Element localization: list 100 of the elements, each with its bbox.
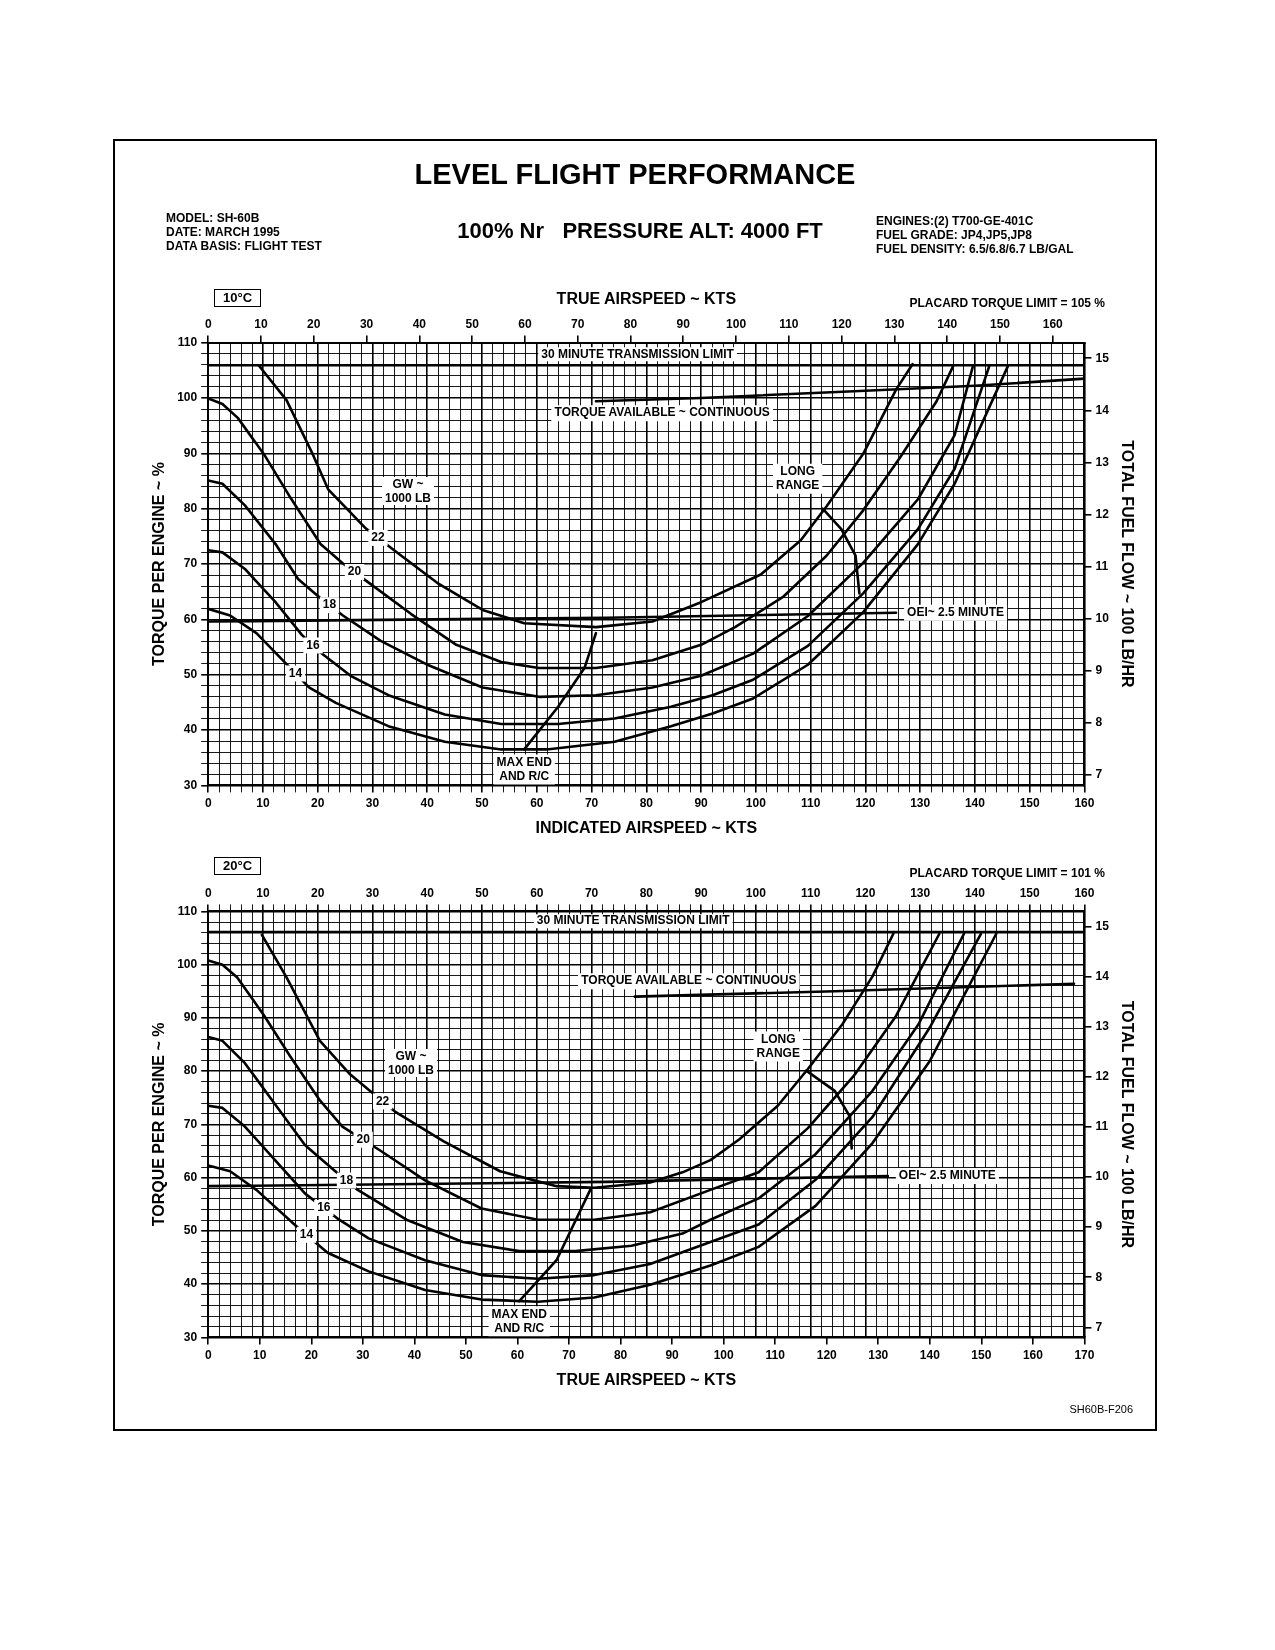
series-label: 18 (339, 1172, 354, 1187)
x2-tick-label: 90 (694, 885, 709, 900)
x-tick-label: 160 (1074, 795, 1095, 810)
x2-tick-label: 110 (800, 885, 821, 900)
x2-tick-label: 150 (1019, 885, 1041, 900)
y2-tick-label: 8 (1095, 1269, 1103, 1284)
x2-tick-label: 120 (855, 885, 876, 900)
x2-tick-label: 20 (307, 316, 321, 331)
y-tick-label: 70 (183, 1116, 198, 1131)
y-axis-title: TORQUE PER ENGINE ~ % (150, 1022, 168, 1227)
x2-tick-label: 20 (311, 885, 325, 900)
y2-tick-label: 7 (1095, 1319, 1103, 1334)
x-tick-label: 60 (530, 795, 544, 810)
text: SH60B-F206 (1069, 1402, 1133, 1416)
x2-tick-label: 160 (1042, 316, 1064, 331)
y2-tick-label: 12 (1095, 1069, 1110, 1084)
y-tick-label: 60 (183, 611, 198, 626)
series-label: LONG RANGE (756, 1031, 800, 1060)
x2-tick-label: 0 (204, 885, 212, 900)
chart-title: LEVEL FLIGHT PERFORMANCE (413, 158, 857, 191)
x2-tick-label: 150 (989, 316, 1011, 331)
x2-tick-label: 80 (639, 885, 654, 900)
series-label: 22 (371, 530, 385, 545)
x2-tick-label: 90 (676, 316, 691, 331)
x2-tick-label: 30 (365, 885, 380, 900)
x2-tick-label: 40 (420, 885, 435, 900)
x-tick-label: 110 (800, 795, 821, 810)
x-tick-label: 20 (304, 1347, 319, 1362)
x2-tick-label: 60 (530, 885, 544, 900)
x-tick-label: 100 (713, 1347, 734, 1362)
series-label: 20 (347, 564, 362, 579)
x-tick-label: 30 (365, 795, 380, 810)
x-tick-label: 70 (562, 1347, 577, 1362)
y-tick-label: 70 (183, 556, 198, 571)
x-axis-title: TRUE AIRSPEED ~ KTS (556, 1370, 737, 1388)
chart-subtitle: 100% Nr PRESSURE ALT: 4000 FT (456, 218, 824, 244)
x-tick-label: 170 (1074, 1347, 1095, 1362)
x2-tick-label: 60 (518, 316, 532, 331)
x-tick-label: 160 (1022, 1347, 1044, 1362)
y2-tick-label: 8 (1095, 715, 1103, 730)
y-tick-label: 80 (183, 500, 198, 515)
y-tick-label: 30 (183, 1329, 198, 1344)
series-label: MAX END AND R/C (496, 754, 553, 783)
y-tick-label: 50 (183, 1223, 198, 1238)
x2-tick-label: 140 (964, 885, 986, 900)
y2-tick-label: 13 (1095, 454, 1110, 469)
x-tick-label: 150 (971, 1347, 992, 1362)
y2-axis-title: TOTAL FUEL FLOW ~ 100 LB/HR (1118, 440, 1136, 689)
x2-tick-label: 40 (412, 316, 427, 331)
y-tick-label: 30 (183, 777, 198, 792)
y-tick-label: 50 (183, 667, 198, 682)
x-tick-label: 120 (855, 795, 876, 810)
series-label: 16 (317, 1200, 331, 1215)
y-tick-label: 80 (183, 1063, 198, 1078)
text: DATE: MARCH 1995 (166, 225, 280, 239)
x2-tick-label: 0 (204, 316, 212, 331)
x-axis-title: INDICATED AIRSPEED ~ KTS (535, 818, 758, 836)
ref-line-label: 30 MINUTE TRANSMISSION LIMIT (536, 913, 731, 928)
x-tick-label: 100 (745, 795, 767, 810)
x-tick-label: 0 (204, 1347, 212, 1362)
x-tick-label: 50 (475, 795, 490, 810)
y2-tick-label: 9 (1095, 663, 1103, 678)
series-label: MAX END AND R/C (491, 1306, 548, 1335)
y2-tick-label: 10 (1095, 611, 1110, 626)
x-tick-label: 90 (694, 795, 709, 810)
annotation: GW ~ 1000 LB (381, 477, 435, 505)
annotation: GW ~ 1000 LB (384, 1049, 438, 1077)
x-tick-label: 80 (613, 1347, 628, 1362)
x2-tick-label: 110 (779, 316, 799, 331)
series-label: TORQUE AVAILABLE ~ CONTINUOUS (581, 973, 797, 988)
x-tick-label: 140 (919, 1347, 941, 1362)
y-tick-label: 100 (177, 956, 198, 971)
text: DATA BASIS: FLIGHT TEST (166, 239, 322, 253)
x-tick-label: 130 (910, 795, 931, 810)
text: PLACARD TORQUE LIMIT = 105 % (909, 296, 1105, 310)
series-label: 14 (288, 665, 303, 680)
y-axis-title: TORQUE PER ENGINE ~ % (150, 462, 168, 666)
x-tick-label: 130 (868, 1347, 889, 1362)
x2-tick-label: 50 (475, 885, 490, 900)
text: MODEL: SH-60B (166, 211, 260, 225)
x-tick-label: 140 (964, 795, 986, 810)
x-tick-label: 120 (816, 1347, 838, 1362)
text: ENGINES:(2) T700-GE-401C (876, 214, 1034, 228)
x-tick-label: 80 (639, 795, 654, 810)
text: 10°C (214, 289, 262, 307)
y2-axis-title: TOTAL FUEL FLOW ~ 100 LB/HR (1118, 1000, 1136, 1249)
x-tick-label: 10 (253, 1347, 267, 1362)
y2-tick-label: 11 (1095, 558, 1109, 573)
series-label: TORQUE AVAILABLE ~ CONTINUOUS (554, 405, 770, 420)
y-tick-label: 110 (177, 334, 198, 349)
text: 20°C (214, 857, 262, 875)
x-tick-label: 50 (459, 1347, 473, 1362)
series-label: 14 (299, 1227, 314, 1242)
y2-tick-label: 14 (1095, 968, 1110, 983)
y-tick-label: 40 (183, 722, 198, 737)
x2-tick-label: 100 (726, 316, 747, 331)
y-tick-label: 110 (177, 903, 198, 918)
y-tick-label: 100 (177, 390, 198, 405)
y-tick-label: 40 (183, 1276, 198, 1291)
x-tick-label: 40 (407, 1347, 422, 1362)
